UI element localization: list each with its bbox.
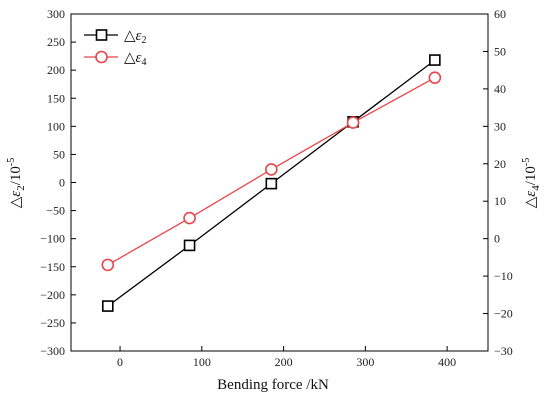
right-axis-title-prefix: △ <box>523 196 539 208</box>
x-axis-title: Bending force /kN <box>217 377 329 393</box>
right-axis-title-unit: /10 <box>523 166 539 185</box>
right-axis-title-symbol: ε <box>523 191 539 197</box>
right-tick-label-8: 50 <box>494 44 506 58</box>
left-tick-label-6: 0 <box>59 176 65 190</box>
right-axis-title: △ε4/10-5 <box>521 158 542 208</box>
x-tick-label-4: 400 <box>438 355 456 369</box>
legend: △ε2 △ε4 <box>84 28 146 68</box>
left-tick-label-2: −200 <box>40 288 65 302</box>
series-2-point-4 <box>428 71 442 84</box>
legend-marker-series-1 <box>95 29 108 41</box>
series-1-point-0 <box>101 300 114 312</box>
right-tick-label-6: 30 <box>494 119 506 133</box>
left-axis-ticks: −300 −250 −200 −150 −100 −50 0 50 100 150 200 250 30… <box>40 7 76 358</box>
left-tick-label-0: −300 <box>40 344 65 358</box>
left-axis-title-symbol: ε <box>8 191 24 197</box>
left-tick-label-10: 200 <box>47 63 65 77</box>
right-axis-ticks: −30 −20 −10 0 10 20 30 40 50 60 <box>483 7 513 358</box>
series-2-point-3 <box>346 116 360 129</box>
x-tick-label-2: 200 <box>275 355 293 369</box>
right-tick-label-5: 20 <box>494 157 506 171</box>
left-axis-title-unit: /10 <box>8 166 24 185</box>
legend-label-series-2: △ε4 <box>124 50 146 68</box>
bottom-axis-ticks: 0 100 200 300 400 <box>117 346 456 369</box>
left-tick-label-8: 100 <box>47 119 65 133</box>
series-2-point-0 <box>101 258 115 272</box>
left-tick-label-7: 50 <box>53 147 65 161</box>
left-tick-label-5: −50 <box>46 204 65 218</box>
series-1-point-4 <box>429 54 441 66</box>
left-axis-title-subscript: 2 <box>15 185 27 191</box>
series-2-point-2 <box>265 163 278 176</box>
series-1-point-2 <box>265 177 278 190</box>
left-tick-label-1: −250 <box>40 316 65 330</box>
right-tick-label-0: −30 <box>494 344 513 358</box>
left-axis-title: △ε2/10-5 <box>6 158 27 208</box>
right-tick-label-2: −10 <box>494 269 513 283</box>
legend-marker-series-2 <box>95 50 108 64</box>
series-2-point-1 <box>183 211 196 225</box>
left-tick-label-4: −100 <box>40 232 65 246</box>
right-tick-label-1: −20 <box>494 307 513 321</box>
left-tick-label-11: 250 <box>47 35 65 49</box>
right-axis-title-subscript: 4 <box>530 185 542 191</box>
right-tick-label-7: 40 <box>494 82 506 96</box>
x-tick-label-1: 100 <box>193 355 211 369</box>
x-tick-label-3: 300 <box>356 355 374 369</box>
left-axis-title-prefix: △ <box>8 196 24 208</box>
right-tick-label-9: 60 <box>494 7 506 21</box>
left-axis-title-exponent: -5 <box>6 158 17 166</box>
series-1-point-1 <box>183 239 196 252</box>
right-tick-label-4: 10 <box>494 194 506 208</box>
left-tick-label-3: −150 <box>40 260 65 274</box>
legend-label-series-1: △ε2 <box>124 28 146 46</box>
x-tick-label-0: 0 <box>117 355 123 369</box>
right-axis-title-exponent: -5 <box>521 158 532 166</box>
right-tick-label-3: 0 <box>494 232 500 246</box>
left-tick-label-12: 300 <box>47 7 65 21</box>
left-tick-label-9: 150 <box>47 91 65 105</box>
series-layer <box>101 54 442 312</box>
